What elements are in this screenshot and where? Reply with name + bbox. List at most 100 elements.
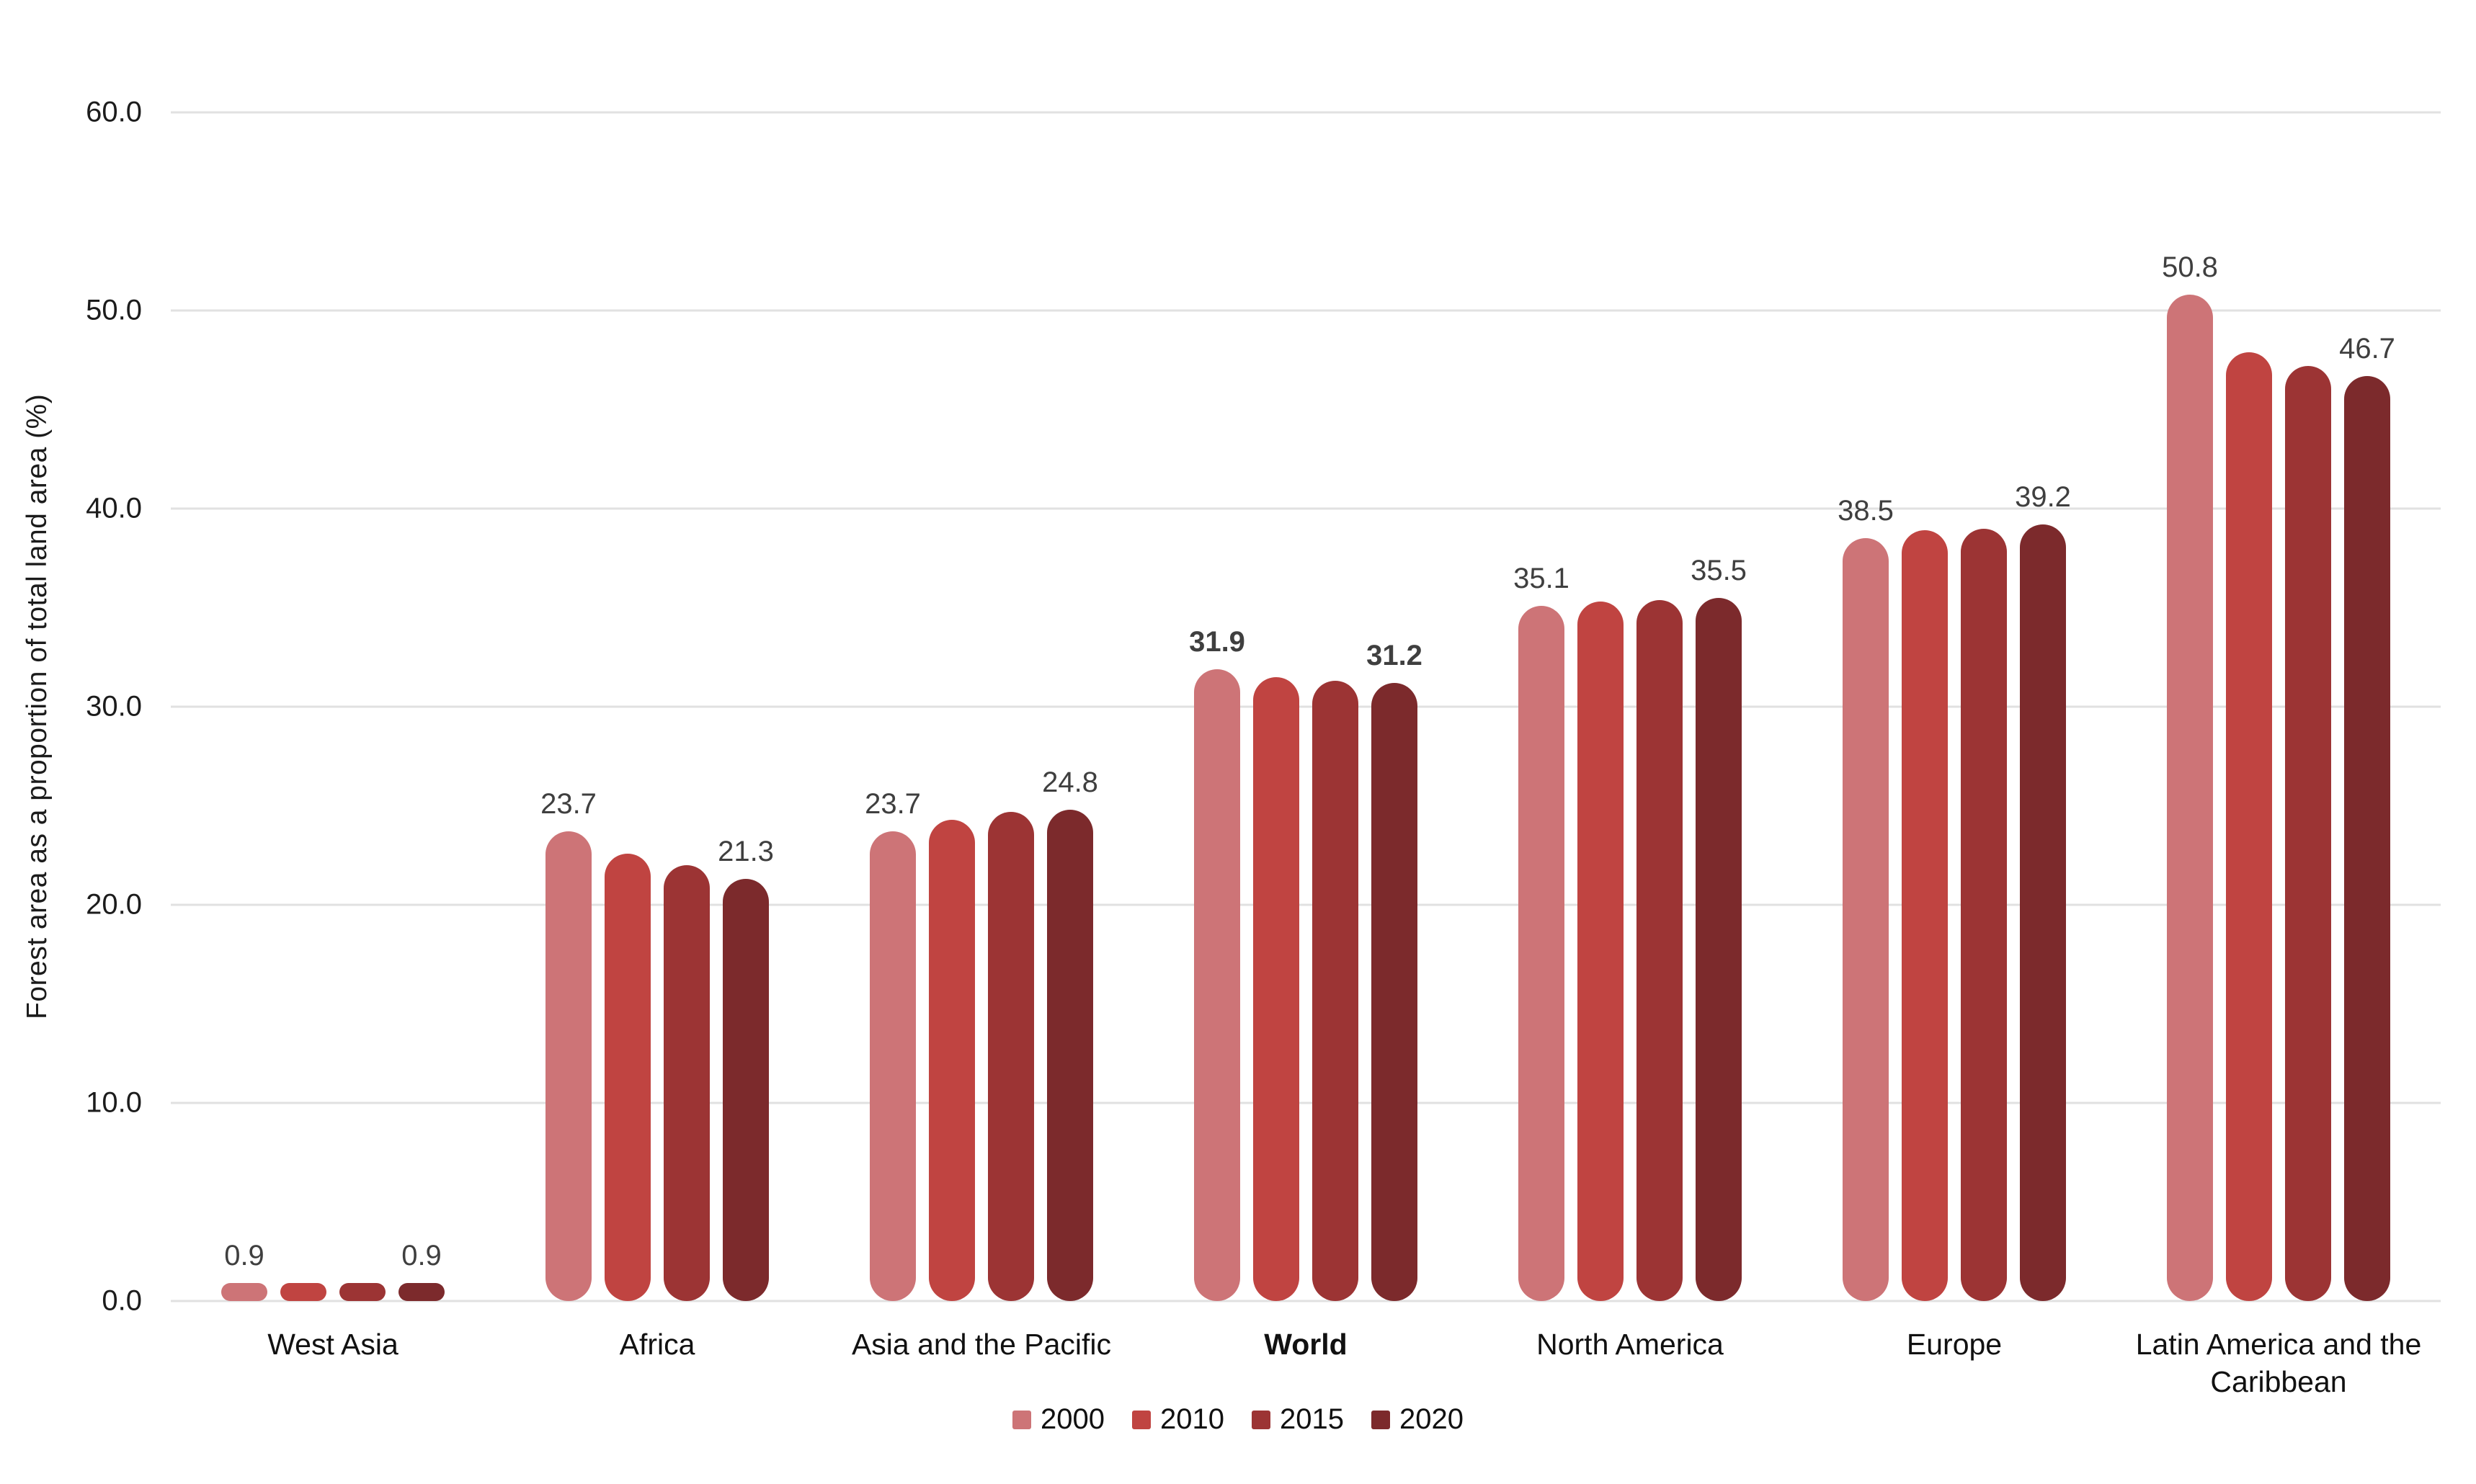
- bar-group: 38.5 39.2: [1792, 112, 2116, 1301]
- category-label: West Asia: [267, 1328, 398, 1361]
- value-label: 23.7: [540, 788, 597, 821]
- y-axis-title: Forest area as a proportion of total lan…: [22, 393, 53, 1020]
- bar-2020: [1047, 810, 1093, 1301]
- bar-slot: 39.2: [2015, 112, 2071, 1301]
- bar-slot: [1636, 112, 1683, 1301]
- legend-label: 2010: [1160, 1403, 1224, 1435]
- category-label: North America: [1536, 1328, 1724, 1361]
- gridline-60.0: [171, 111, 2441, 114]
- value-label: 39.2: [2015, 481, 2071, 513]
- bar-slot: 24.8: [1042, 112, 1098, 1301]
- bar-slot: [605, 112, 651, 1301]
- bar-slot: [1312, 112, 1358, 1301]
- bar-slot: [1961, 112, 2007, 1301]
- bar-2020: [2020, 524, 2066, 1301]
- gridline-0.0: [171, 1300, 2441, 1302]
- gridline-30.0: [171, 705, 2441, 708]
- category-label: Africa: [619, 1328, 695, 1361]
- bar-slot: [2226, 112, 2272, 1301]
- bar-slot: 46.7: [2339, 112, 2395, 1301]
- bar-slot: [339, 112, 386, 1301]
- value-label: 0.9: [224, 1240, 264, 1272]
- bar-group: 23.7 21.3: [495, 112, 819, 1301]
- bar-slot: [1902, 112, 1948, 1301]
- legend-item-2015: 2015: [1252, 1403, 1344, 1436]
- y-tick-label: 30.0: [86, 690, 142, 723]
- bar-slot: [280, 112, 326, 1301]
- bar-2010: [280, 1283, 326, 1301]
- gridline-20.0: [171, 903, 2441, 906]
- bar-2010: [1253, 676, 1299, 1301]
- legend-item-2020: 2020: [1371, 1403, 1464, 1436]
- bar-slot: [1253, 112, 1299, 1301]
- bar-2000: [1843, 538, 1889, 1301]
- bar-2015: [988, 811, 1034, 1301]
- x-axis-labels: West Asia Africa Asia and the Pacific World…: [171, 1326, 2441, 1400]
- bar-2020: [723, 879, 769, 1301]
- legend-label: 2015: [1280, 1403, 1344, 1435]
- y-tick-label: 0.0: [102, 1284, 142, 1317]
- bar-2015: [1636, 599, 1683, 1301]
- bar-2015: [339, 1283, 386, 1301]
- bar-slot: [2285, 112, 2331, 1301]
- value-label: 31.2: [1366, 640, 1422, 672]
- bar-2000: [1194, 669, 1240, 1301]
- gridline-50.0: [171, 309, 2441, 312]
- bar-2000: [221, 1283, 267, 1301]
- value-label: 0.9: [401, 1240, 442, 1272]
- bar-2010: [1902, 530, 1948, 1301]
- legend: 2000 2010 2015 2020: [0, 1403, 2476, 1436]
- bar-slot: 0.9: [398, 112, 445, 1301]
- bar-2010: [605, 853, 651, 1301]
- bar-slot: 23.7: [540, 112, 597, 1301]
- bar-slot: 31.2: [1366, 112, 1422, 1301]
- bar-slot: [664, 112, 710, 1301]
- legend-swatch-icon: [1371, 1410, 1390, 1429]
- bar-2000: [2167, 295, 2213, 1301]
- value-label: 24.8: [1042, 766, 1098, 798]
- category-label: World: [1264, 1328, 1348, 1361]
- category-label: Latin America and the Caribbean: [2135, 1328, 2422, 1398]
- bar-slot: [1577, 112, 1624, 1301]
- bar-group: 35.1 35.5: [1468, 112, 1792, 1301]
- y-tick-label: 10.0: [86, 1086, 142, 1119]
- gridline-40.0: [171, 507, 2441, 510]
- bar-slot: 21.3: [718, 112, 774, 1301]
- bar-2010: [929, 819, 975, 1301]
- bar-2010: [2226, 352, 2272, 1301]
- bar-2010: [1577, 602, 1624, 1301]
- bar-2020: [398, 1283, 445, 1301]
- y-tick-label: 50.0: [86, 294, 142, 326]
- legend-swatch-icon: [1252, 1410, 1270, 1429]
- bar-slot: 35.1: [1513, 112, 1569, 1301]
- plot-area: 0.0 10.0 20.0 30.0 40.0 50.0 60.0 0.9 0.9 23.7 21.…: [86, 97, 2441, 1317]
- bar-group: 0.9 0.9: [171, 112, 495, 1301]
- bar-2015: [2285, 366, 2331, 1301]
- bar-2015: [1312, 681, 1358, 1301]
- bar-slot: [988, 112, 1034, 1301]
- bar-slot: 31.9: [1189, 112, 1245, 1301]
- bar-group: 23.7 24.8: [819, 112, 1144, 1301]
- value-label: 35.1: [1513, 562, 1569, 594]
- value-label: 23.7: [865, 788, 921, 821]
- bar-2020: [2344, 375, 2390, 1301]
- y-tick-label: 60.0: [86, 96, 142, 128]
- bar-groups: 0.9 0.9 23.7 21.3 23.7 24.8 31.9 31.2 35.1 35.5 38…: [171, 112, 2441, 1301]
- legend-item-2010: 2010: [1132, 1403, 1224, 1436]
- category-label: Asia and the Pacific: [851, 1328, 1112, 1361]
- bar-group: 50.8 46.7: [2116, 112, 2441, 1301]
- value-label: 35.5: [1691, 554, 1747, 586]
- legend-label: 2000: [1041, 1403, 1105, 1435]
- bar-2000: [870, 831, 916, 1301]
- gridline-10.0: [171, 1101, 2441, 1104]
- bar-slot: 38.5: [1838, 112, 1894, 1301]
- bar-slot: 50.8: [2162, 112, 2218, 1301]
- value-label: 21.3: [718, 836, 774, 868]
- value-label: 50.8: [2162, 251, 2218, 283]
- y-tick-label: 40.0: [86, 492, 142, 524]
- y-tick-label: 20.0: [86, 888, 142, 921]
- value-label: 38.5: [1838, 495, 1894, 527]
- bar-slot: 35.5: [1691, 112, 1747, 1301]
- legend-item-2000: 2000: [1012, 1403, 1105, 1436]
